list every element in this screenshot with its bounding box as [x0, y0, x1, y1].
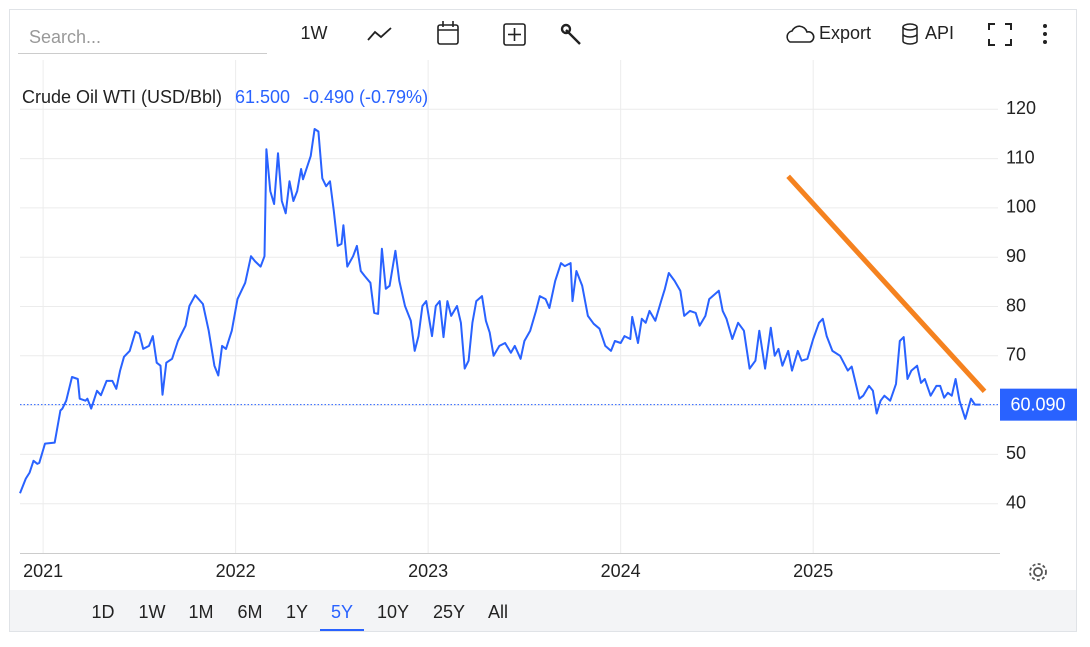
y-tick-label: 40 [1006, 492, 1026, 512]
range-button[interactable]: 1D [91, 602, 114, 622]
x-tick-label: 2022 [216, 561, 256, 581]
export-icon[interactable] [786, 25, 815, 43]
series-name: Crude Oil WTI (USD/Bbl) [22, 87, 222, 107]
range-button[interactable]: 1M [188, 602, 213, 622]
y-tick-label: 120 [1006, 98, 1036, 118]
compare-icon[interactable] [503, 23, 526, 46]
y-tick-label: 90 [1006, 246, 1026, 266]
fullscreen-icon[interactable] [988, 23, 1012, 46]
range-button[interactable]: All [488, 602, 508, 622]
x-tick-label: 2025 [793, 561, 833, 581]
y-tick-label: 100 [1006, 197, 1036, 217]
x-tick-label: 2021 [23, 561, 63, 581]
range-button[interactable]: 10Y [377, 602, 409, 622]
range-button[interactable]: 1Y [286, 602, 308, 622]
last-value-label: 60.090 [1010, 394, 1065, 414]
tools-icon[interactable] [560, 23, 581, 45]
range-button[interactable]: 6M [237, 602, 262, 622]
chart-type-icon[interactable] [367, 27, 392, 41]
interval-button[interactable]: 1W [301, 23, 328, 43]
range-bar [10, 590, 1076, 631]
trendline [786, 174, 987, 393]
search-input[interactable]: Search... [29, 27, 101, 47]
menu-icon[interactable] [1043, 24, 1047, 44]
x-tick-label: 2023 [408, 561, 448, 581]
calendar-icon[interactable] [437, 21, 459, 45]
price-line [19, 128, 981, 494]
plot: 4050607080901001101202021202220232024202… [19, 60, 1077, 581]
y-tick-label: 50 [1006, 443, 1026, 463]
quote-price: 61.500 [235, 87, 290, 107]
range-button[interactable]: 5Y [331, 602, 353, 622]
export-button[interactable]: Export [819, 23, 871, 43]
settings-icon[interactable] [1029, 563, 1047, 581]
api-button[interactable]: API [925, 23, 954, 43]
last-value-tag [1000, 388, 1077, 421]
range-button[interactable]: 1W [139, 602, 166, 622]
api-icon[interactable] [902, 23, 918, 45]
y-tick-label: 110 [1006, 147, 1035, 167]
x-tick-label: 2024 [601, 561, 641, 581]
y-tick-label: 70 [1006, 345, 1026, 365]
quote-change: -0.490 (-0.79%) [303, 87, 428, 107]
range-button[interactable]: 25Y [433, 602, 465, 622]
y-tick-label: 80 [1006, 295, 1026, 315]
